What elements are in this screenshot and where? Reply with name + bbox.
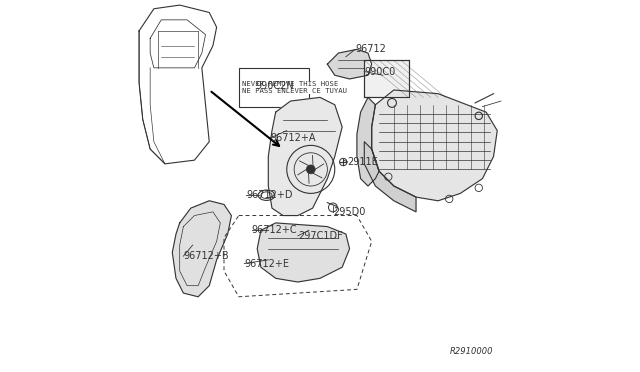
Text: 2911E: 2911E xyxy=(348,157,378,167)
Text: NEVER REMOVE THIS HOSE
NE PASS ENLEVER CE TUYAU: NEVER REMOVE THIS HOSE NE PASS ENLEVER C… xyxy=(243,81,348,94)
Polygon shape xyxy=(257,223,349,282)
Polygon shape xyxy=(328,49,372,79)
Text: 96712+D: 96712+D xyxy=(246,190,292,200)
Polygon shape xyxy=(372,90,497,201)
Bar xyxy=(364,61,408,97)
Text: 297C1DF: 297C1DF xyxy=(298,231,342,241)
Text: 96712+E: 96712+E xyxy=(244,259,289,269)
Text: 990C2N: 990C2N xyxy=(255,81,294,91)
Polygon shape xyxy=(172,201,232,297)
Polygon shape xyxy=(357,97,379,186)
Text: 990C0: 990C0 xyxy=(364,67,396,77)
Polygon shape xyxy=(364,142,416,212)
Text: 96712+C: 96712+C xyxy=(252,225,298,235)
FancyBboxPatch shape xyxy=(239,68,309,107)
Text: 96712: 96712 xyxy=(355,44,386,54)
Text: 96712+A: 96712+A xyxy=(270,133,316,143)
Text: R2910000: R2910000 xyxy=(450,347,493,356)
Text: 295D0: 295D0 xyxy=(333,207,365,217)
Text: 96712+B: 96712+B xyxy=(184,251,229,261)
Circle shape xyxy=(307,165,316,174)
Polygon shape xyxy=(268,97,342,215)
